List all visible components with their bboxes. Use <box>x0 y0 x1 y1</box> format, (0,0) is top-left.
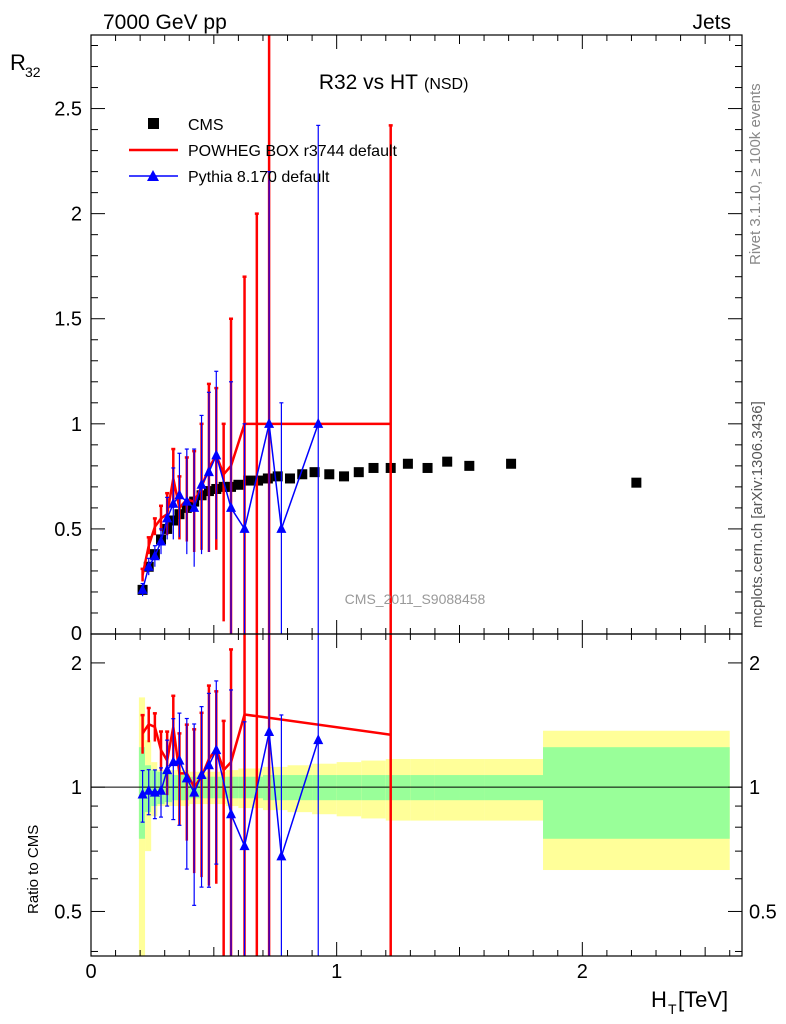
pythia-data-point <box>168 497 179 508</box>
x-axis-label: H T [TeV] <box>651 987 728 1017</box>
pythia-data-point <box>156 535 167 546</box>
pythia-ratio-point <box>137 788 148 799</box>
ratio-y-tick-label-left: 0.5 <box>54 901 82 923</box>
mcplots-label: mcplots.cern.ch [arXiv:1306.3436] <box>749 401 766 628</box>
pythia-ratio-point <box>226 808 237 819</box>
pythia-data-point <box>162 512 173 523</box>
cms-data-point <box>272 471 283 482</box>
cms-data-point <box>233 479 244 490</box>
main-y-label-main: R <box>10 50 26 75</box>
cms-data-point <box>309 467 320 478</box>
ratio-y-axis-label: Ratio to CMS <box>25 825 42 914</box>
pythia-ratio-point <box>189 786 200 797</box>
pythia-ratio-point <box>174 754 185 765</box>
cms-data-point <box>339 471 350 482</box>
ratio-panel-frame <box>90 633 743 957</box>
pythia-ratio-point <box>203 759 214 770</box>
x-label-unit: [TeV] <box>678 987 728 1012</box>
ratio-y-tick-label-right: 1 <box>749 777 760 799</box>
pythia-data-point <box>181 495 192 506</box>
cms-data-point <box>464 460 475 471</box>
pythia-ratio-point <box>264 726 275 737</box>
analysis-tag: CMS_2011_S9088458 <box>345 591 486 607</box>
x-tick-label: 0 <box>85 961 96 983</box>
cms-data-point <box>324 469 335 480</box>
pythia-data-point <box>189 501 200 512</box>
axes: 0 1 2 0.5 1 1.5 2 2.5 0 0.5 0.5 1 1 2 2 <box>54 34 777 983</box>
powheg-line <box>141 422 391 576</box>
main-y-tick-label: 1 <box>71 414 82 436</box>
cms-data-point <box>368 462 379 473</box>
ratio-panel <box>91 634 742 956</box>
band-inner-segment <box>543 747 730 839</box>
plot-title: R32 vs HT (NSD) <box>319 71 469 94</box>
pythia-data-point <box>313 417 324 428</box>
cms-data-point <box>243 475 254 486</box>
ratio-y-tick-label-left: 2 <box>71 653 82 675</box>
legend-powheg-label: POWHEG BOX r3744 default <box>188 143 398 160</box>
legend-cms-label: CMS <box>188 117 224 134</box>
pythia-data-point <box>137 583 148 594</box>
main-y-label-sub: 32 <box>25 64 41 80</box>
pythia-ratio-point <box>162 764 173 775</box>
pythia-ratio-point <box>181 772 192 783</box>
ratio-y-tick-label-right: 2 <box>749 653 760 675</box>
pythia-data-point <box>276 522 287 533</box>
process-label: Jets <box>692 11 731 34</box>
legend-pythia-marker <box>147 170 159 181</box>
pythia-data-point <box>264 417 275 428</box>
main-y-tick-label: 0.5 <box>54 519 82 541</box>
pythia-ratio-point <box>143 784 154 795</box>
ratio-y-tick-label-right: 0.5 <box>749 901 777 923</box>
pythia-ratio-point <box>196 769 207 780</box>
cms-data-point <box>442 456 453 467</box>
pythia-ratio-point <box>156 784 167 795</box>
legend-cms-marker <box>148 118 159 129</box>
rivet-version-label: Rivet 3.1.10, ≥ 100k events <box>747 83 764 265</box>
cms-data-point <box>297 469 308 480</box>
cms-data-point <box>422 462 433 473</box>
plot-title-text: R32 vs HT <box>319 71 418 94</box>
legend-pythia-label: Pythia 8.170 default <box>188 169 330 186</box>
ratio-y-tick-label-left: 1 <box>71 777 82 799</box>
x-label-sub: T <box>668 1001 677 1017</box>
main-y-tick-label: 1.5 <box>54 309 82 331</box>
main-y-tick-label: 2 <box>71 204 82 226</box>
main-y-axis-label: R 32 <box>10 50 41 80</box>
cms-data-point <box>284 473 295 484</box>
pythia-data-point <box>239 522 250 533</box>
main-panel <box>137 35 642 634</box>
pythia-data-point <box>211 449 222 460</box>
main-y-tick-label: 2.5 <box>54 99 82 121</box>
pythia-data-point <box>226 501 237 512</box>
main-y-zero-label: 0 <box>71 623 82 645</box>
pythia-data-point <box>149 550 160 561</box>
pythia-ratio-point <box>313 734 324 745</box>
cms-data-point <box>631 477 642 488</box>
legend: CMS POWHEG BOX r3744 default Pythia 8.17… <box>129 117 398 186</box>
x-tick-label: 1 <box>331 961 342 983</box>
pythia-ratio-point <box>211 744 222 755</box>
pythia-data-point <box>143 560 154 571</box>
x-tick-label: 2 <box>577 961 588 983</box>
plot-title-suffix: (NSD) <box>424 76 468 93</box>
cms-data-point <box>506 458 517 469</box>
cms-data-point <box>402 458 413 469</box>
pythia-data-point <box>203 466 214 477</box>
energy-label: 7000 GeV pp <box>103 11 227 34</box>
x-label-main: H <box>651 987 667 1012</box>
ratio-uncertainty-band <box>138 697 730 956</box>
pythia-data-point <box>174 489 185 500</box>
cms-data-point <box>353 467 364 478</box>
pythia-ratio-point <box>276 850 287 861</box>
pythia-data-point <box>196 478 207 489</box>
pythia-ratio-point <box>239 840 250 851</box>
